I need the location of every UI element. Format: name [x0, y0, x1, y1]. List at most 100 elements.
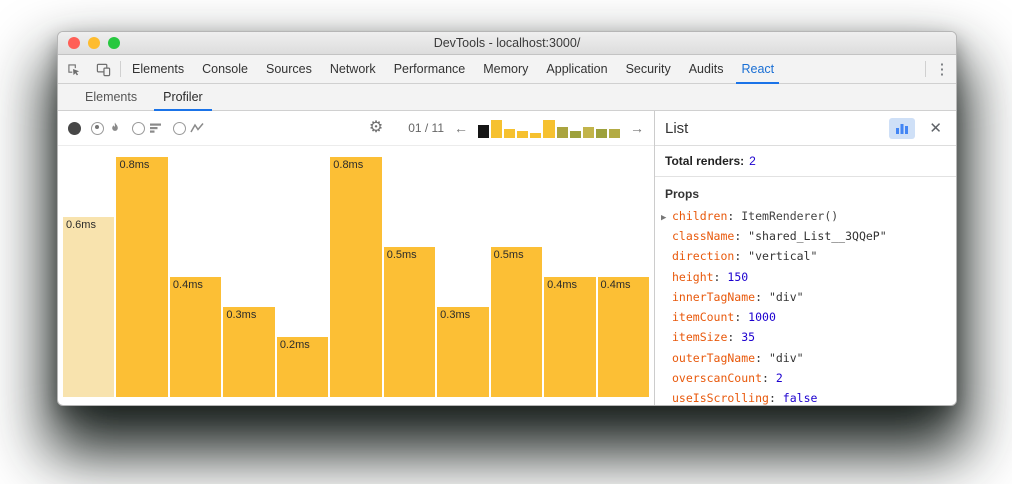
traffic-lights: [68, 37, 120, 49]
prop-colon: :: [713, 269, 728, 284]
tab-audits[interactable]: Audits: [688, 62, 724, 76]
commit-bar-7[interactable]: 0.5ms: [383, 247, 436, 397]
flamegraph-radio[interactable]: [91, 121, 104, 135]
prop-name: useIsScrolling: [672, 391, 769, 405]
snapshot-bar-9[interactable]: [582, 127, 594, 138]
props-list: ▶ children: ItemRenderer() className: "sha…: [655, 206, 956, 406]
bar-duration-label: 0.8ms: [333, 159, 364, 171]
snapshot-bar-1[interactable]: [478, 125, 490, 138]
commit-bar-3[interactable]: 0.4ms: [169, 277, 222, 397]
bar-chart-icon: [896, 124, 909, 134]
prop-value: 150: [727, 269, 749, 284]
profiler-toolbar: ⚙ 01 / 11 ← →: [58, 111, 654, 146]
prop-colon: :: [762, 370, 776, 385]
snapshot-bar-4[interactable]: [517, 131, 529, 138]
prop-name: children: [672, 208, 728, 223]
commit-bar-11[interactable]: 0.4ms: [597, 277, 649, 397]
profiler-sidebar: List ✕ Total renders: 2 P: [655, 111, 956, 405]
prop-name: direction: [672, 249, 735, 264]
prop-row-overscanCount: overscanCount: 2: [655, 368, 956, 388]
prop-value: "vertical": [748, 249, 818, 264]
tab-elements[interactable]: Elements: [132, 62, 185, 76]
interactions-option[interactable]: [173, 121, 204, 135]
tab-memory[interactable]: Memory: [483, 62, 529, 76]
prev-commit-button[interactable]: ←: [454, 120, 468, 136]
commit-bar-4[interactable]: 0.3ms: [223, 307, 275, 397]
zoom-window-button[interactable]: [108, 37, 120, 49]
flamegraph-chart-option[interactable]: [91, 121, 122, 135]
commit-bar-9[interactable]: 0.5ms: [490, 247, 543, 397]
tab-network[interactable]: Network: [329, 62, 376, 76]
ranked-radio[interactable]: [132, 121, 145, 135]
separator: [120, 61, 121, 77]
device-toolbar-icon[interactable]: [88, 55, 118, 83]
snapshot-bar-8[interactable]: [569, 131, 581, 138]
prop-row-direction: direction: "vertical": [655, 247, 956, 267]
commit-bar-2[interactable]: 0.8ms: [116, 157, 168, 397]
tab-performance[interactable]: Performance: [393, 62, 466, 76]
prop-name: itemSize: [672, 330, 728, 345]
prop-row-children[interactable]: ▶ children: ItemRenderer(): [655, 206, 956, 227]
commit-bar-8[interactable]: 0.3ms: [437, 307, 489, 397]
snapshot-bar-7[interactable]: [556, 127, 568, 138]
view-renders-chart-button[interactable]: [889, 117, 916, 139]
ranked-chart-option[interactable]: [132, 121, 163, 135]
inspect-element-icon[interactable]: [58, 55, 88, 83]
bar-duration-label: 0.4ms: [172, 279, 203, 291]
bar-duration-label: 0.2ms: [279, 339, 310, 351]
expand-caret-icon[interactable]: ▶: [661, 212, 667, 223]
snapshot-bar-3[interactable]: [504, 129, 516, 138]
snapshot-bar-6[interactable]: [543, 120, 555, 138]
ranked-chart-icon: [149, 121, 163, 135]
snapshot-bar-2[interactable]: [491, 120, 503, 138]
react-devtools-tabs: Elements Profiler: [58, 84, 956, 111]
prop-row-itemCount: itemCount: 1000: [655, 308, 956, 328]
prop-colon: :: [734, 310, 749, 324]
total-renders-row: Total renders: 2: [655, 146, 956, 177]
window-titlebar[interactable]: DevTools - localhost:3000/: [58, 32, 956, 55]
settings-icon[interactable]: ⚙: [368, 119, 384, 136]
subtab-elements[interactable]: Elements: [85, 90, 138, 104]
total-renders-label: Total renders:: [665, 154, 745, 168]
prop-value: 35: [741, 330, 756, 345]
tab-console[interactable]: Console: [202, 62, 248, 76]
sidebar-body: Total renders: 2 Props ▶ children: ItemRen…: [655, 146, 956, 405]
prop-row-className: className: "shared_List__3QQeP": [655, 227, 956, 247]
prop-colon: :: [727, 208, 742, 223]
prop-name: outerTagName: [672, 350, 756, 365]
subtab-profiler[interactable]: Profiler: [150, 84, 216, 111]
close-sidebar-icon[interactable]: ✕: [929, 119, 942, 137]
commit-selector-strip[interactable]: [478, 118, 621, 138]
commit-bar-1[interactable]: 0.6ms: [63, 217, 115, 397]
prop-row-itemSize: itemSize: 35: [655, 328, 956, 348]
tab-react[interactable]: React: [732, 55, 783, 84]
prop-value: 1000: [748, 310, 776, 324]
snapshot-bar-10[interactable]: [595, 129, 607, 138]
bar-duration-label: 0.3ms: [440, 309, 471, 321]
tab-sources[interactable]: Sources: [265, 62, 312, 76]
commit-bar-6[interactable]: 0.8ms: [330, 157, 382, 397]
record-button[interactable]: [68, 121, 81, 135]
devtools-tabs: Elements Console Sources Network Performance…: [123, 55, 783, 84]
tab-security[interactable]: Security: [625, 62, 671, 76]
snapshot-bar-5[interactable]: [530, 133, 542, 138]
bar-duration-label: 0.6ms: [66, 219, 96, 231]
prop-name: className: [672, 229, 735, 243]
close-window-button[interactable]: [68, 37, 80, 49]
prop-value: "div": [768, 350, 804, 365]
snapshot-bar-11[interactable]: [608, 129, 621, 138]
devtools-menu-icon[interactable]: ⋮: [934, 61, 950, 78]
prop-row-outerTagName: outerTagName: "div": [655, 348, 956, 368]
devtools-tab-bar: Elements Console Sources Network Performance…: [58, 55, 956, 84]
next-commit-button[interactable]: →: [630, 120, 644, 136]
prop-value: "shared_List__3QQeP": [748, 229, 887, 243]
interactions-radio[interactable]: [173, 121, 186, 135]
prop-colon: :: [734, 249, 749, 264]
bar-duration-label: 0.8ms: [119, 159, 150, 171]
prop-row-useIsScrolling: useIsScrolling: false: [655, 389, 956, 405]
minimize-window-button[interactable]: [88, 37, 100, 49]
tab-application[interactable]: Application: [546, 62, 608, 76]
commit-bar-10[interactable]: 0.4ms: [544, 277, 596, 397]
commit-bar-5[interactable]: 0.2ms: [276, 337, 329, 397]
